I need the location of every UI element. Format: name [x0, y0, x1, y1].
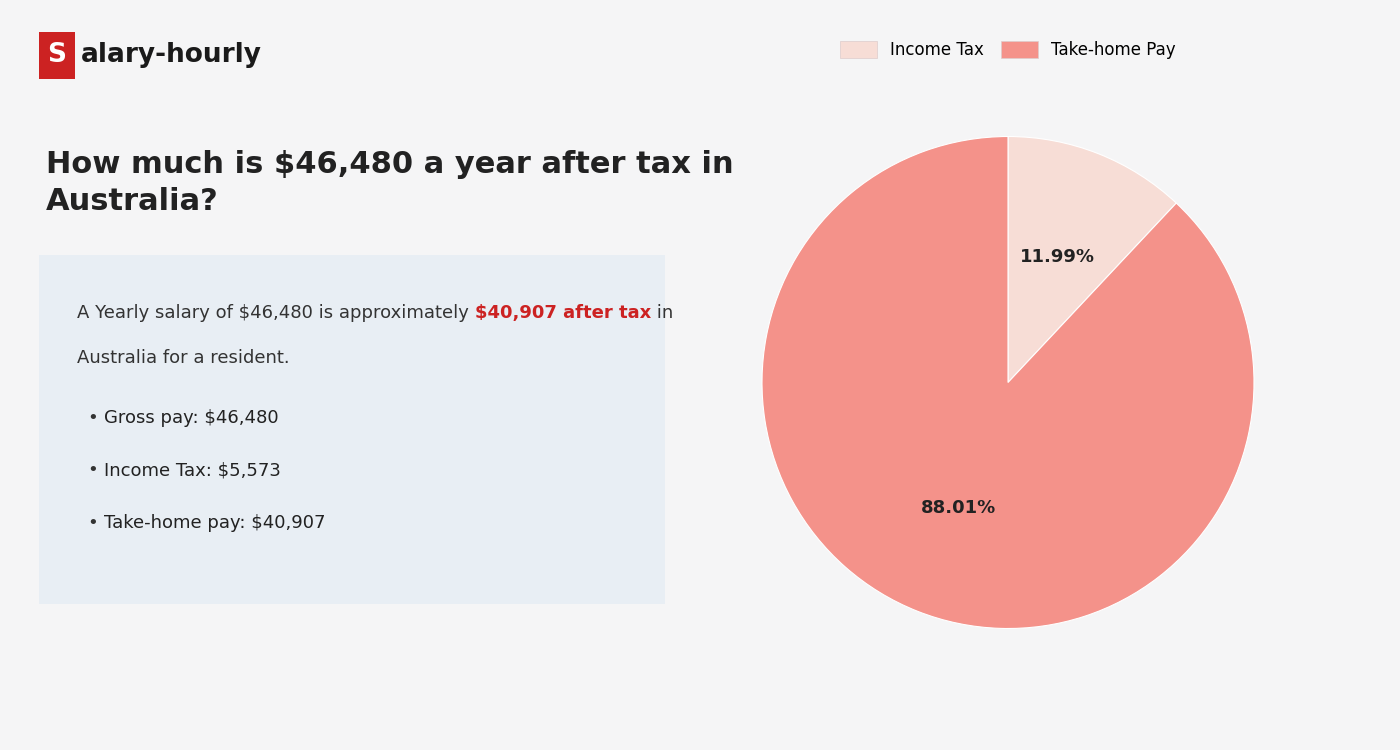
Text: S: S: [48, 42, 66, 68]
Text: $40,907 after tax: $40,907 after tax: [475, 304, 651, 322]
Text: •: •: [87, 461, 98, 479]
Text: in: in: [651, 304, 673, 322]
Text: alary-hourly: alary-hourly: [81, 42, 262, 68]
Wedge shape: [762, 136, 1254, 628]
Text: Gross pay: $46,480: Gross pay: $46,480: [104, 409, 279, 427]
Text: 11.99%: 11.99%: [1021, 248, 1095, 266]
Text: A Yearly salary of $46,480 is approximately: A Yearly salary of $46,480 is approximat…: [77, 304, 475, 322]
FancyBboxPatch shape: [39, 255, 665, 604]
Text: •: •: [87, 409, 98, 427]
Text: •: •: [87, 514, 98, 532]
Text: 88.01%: 88.01%: [921, 500, 995, 517]
Text: Take-home pay: $40,907: Take-home pay: $40,907: [104, 514, 325, 532]
Legend: Income Tax, Take-home Pay: Income Tax, Take-home Pay: [834, 34, 1182, 66]
Wedge shape: [1008, 136, 1176, 382]
Text: Income Tax: $5,573: Income Tax: $5,573: [104, 461, 280, 479]
FancyBboxPatch shape: [39, 32, 74, 79]
Text: Australia for a resident.: Australia for a resident.: [77, 349, 290, 367]
Text: How much is $46,480 a year after tax in
Australia?: How much is $46,480 a year after tax in …: [45, 150, 734, 216]
